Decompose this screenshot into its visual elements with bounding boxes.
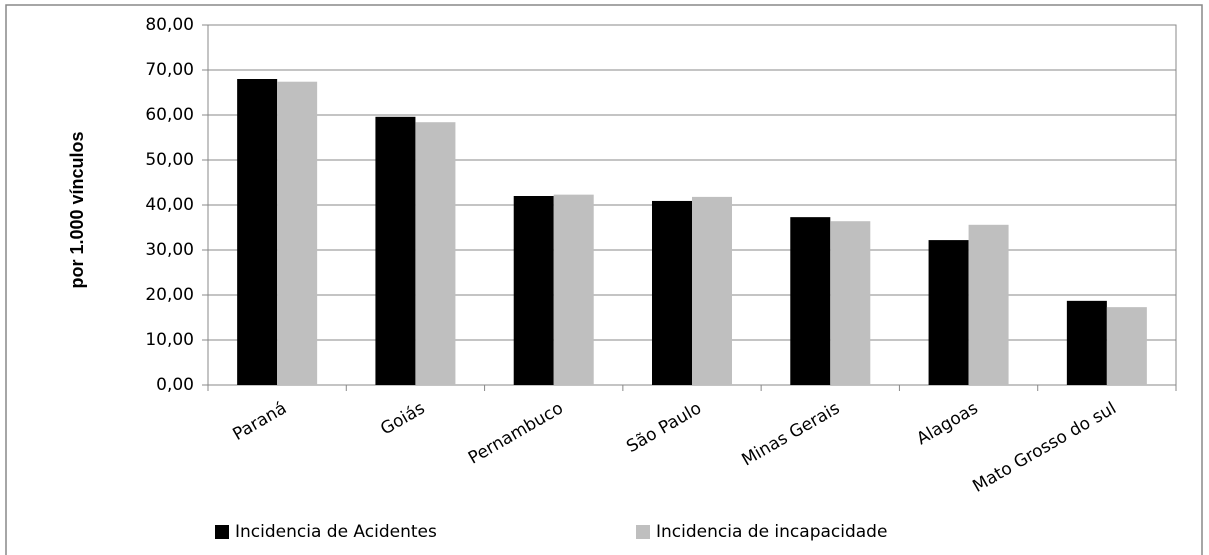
- y-tick-label: 30,00: [145, 240, 194, 260]
- bar: [1066, 300, 1107, 385]
- bar: [968, 224, 1009, 385]
- x-tick-label: Mato Grosso do sul: [969, 398, 1119, 496]
- bar: [928, 240, 969, 385]
- y-tick-label: 10,00: [145, 330, 194, 350]
- bar: [692, 196, 732, 385]
- y-tick-label: 70,00: [145, 60, 194, 80]
- x-tick-label: Goiás: [377, 398, 428, 439]
- x-tick-label: Minas Gerais: [738, 398, 843, 470]
- bar: [237, 79, 278, 385]
- bar: [277, 81, 318, 385]
- x-tick-label: Alagoas: [913, 398, 981, 449]
- legend-swatch: [215, 525, 229, 539]
- bar: [415, 122, 456, 385]
- legend-label: Incidencia de incapacidade: [656, 522, 887, 542]
- legend-label: Incidencia de Acidentes: [235, 522, 437, 542]
- bar: [1106, 307, 1147, 385]
- x-tick-label: Paraná: [229, 398, 290, 445]
- legend-swatch: [636, 525, 650, 539]
- y-tick-label: 40,00: [145, 195, 194, 215]
- bar: [830, 221, 871, 385]
- bar: [513, 196, 554, 385]
- y-tick-label: 60,00: [145, 105, 194, 125]
- y-axis-label: por 1.000 vínculos: [67, 131, 87, 288]
- y-tick-label: 80,00: [145, 15, 194, 35]
- bar: [375, 116, 416, 386]
- y-tick-label: 0,00: [156, 375, 194, 395]
- x-tick-label: São Paulo: [623, 398, 705, 457]
- x-tick-label: Pernambuco: [465, 398, 567, 468]
- y-tick-label: 50,00: [145, 150, 194, 170]
- chart-border: [5, 4, 1203, 555]
- bar: [553, 194, 594, 385]
- y-tick-label: 20,00: [145, 285, 194, 305]
- bar: [790, 217, 831, 385]
- bar: [652, 200, 692, 385]
